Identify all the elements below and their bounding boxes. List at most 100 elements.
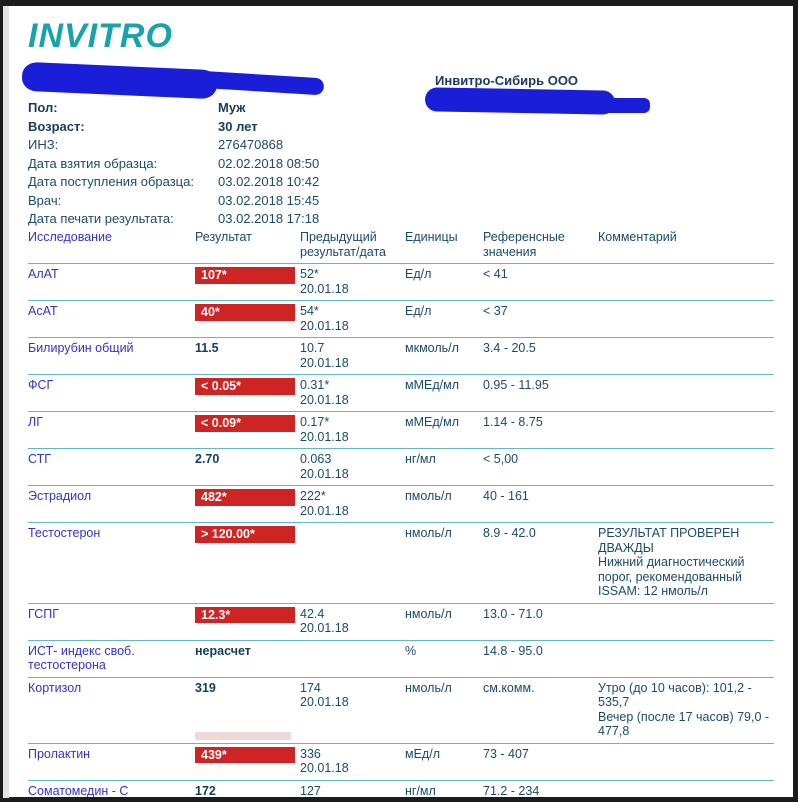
info-value: 276470868 — [218, 137, 284, 152]
reference-range: 13.0 - 71.0 — [483, 606, 543, 621]
info-value: 03.02.2018 10:42 — [218, 174, 320, 189]
table-row: ФСГ < 0.05* 0.31* 20.01.18 мМЕд/мл 0.95 … — [28, 375, 774, 412]
reference-range: 14.8 - 95.0 — [483, 643, 543, 658]
units: нмоль/л — [405, 606, 452, 621]
result-value: 439* — [195, 746, 295, 763]
result-cell: 439* — [195, 746, 300, 776]
report-header: Инвитро-Сибирь ООО Пол: Муж Возраст: 30 … — [21, 60, 793, 229]
result-value: < 0.05* — [195, 378, 295, 395]
results-table-body: АлАТ 107* 52* 20.01.18 Ед/л < 41 АсАТ 40… — [28, 264, 774, 797]
units: пмоль/л — [405, 489, 452, 503]
patient-info-row: Дата печати результата: 03.02.2018 17:18 — [28, 210, 448, 229]
previous-result-date: 20.01.18 — [300, 466, 349, 481]
info-label: Врач: — [28, 192, 62, 208]
table-row: Эстрадиол 482* 222* 20.01.18 пмоль/л 40 … — [28, 486, 774, 523]
scan-artifact — [195, 731, 291, 740]
report-page: INVITRO Инвитро-Сибирь ООО Пол: Муж Возр… — [9, 6, 793, 797]
table-header: Исследование Результат Предыдущий резуль… — [28, 228, 774, 264]
test-name: ФСГ — [28, 378, 54, 392]
test-name: АсАТ — [28, 304, 58, 318]
result-cell: 12.3* — [195, 606, 300, 636]
reference-range: 73 - 407 — [483, 746, 529, 761]
result-cell: 319 — [195, 681, 300, 739]
comment-cell — [598, 267, 774, 296]
info-value: 30 лет — [218, 118, 258, 134]
comment-cell: Утро (до 10 часов): 101,2 - 535,7 Вечер (… — [598, 681, 774, 739]
previous-result-date: 20.01.18 — [300, 281, 349, 296]
result-cell: 40* — [195, 304, 300, 333]
reference-range: 1.14 - 8.75 — [483, 415, 543, 429]
previous-result-date: 20.01.18 — [300, 318, 349, 333]
previous-result-value: 0.17* — [300, 415, 330, 429]
info-value: 03.02.2018 17:18 — [218, 211, 320, 226]
result-value: нерасчет — [195, 643, 251, 658]
previous-result-value: 0.063 — [300, 452, 332, 466]
result-value: 2.70 — [195, 452, 220, 466]
units: нг/мл — [405, 452, 436, 466]
previous-result-value: 10.7 — [300, 341, 325, 355]
comment-cell — [598, 452, 774, 481]
header-cell-result: Результат — [195, 230, 252, 244]
units: нмоль/л — [405, 680, 452, 695]
reference-range: 40 - 161 — [483, 489, 529, 503]
result-value: 107* — [195, 267, 295, 284]
result-cell: 107* — [195, 267, 300, 296]
test-name: Соматомедин - С — [28, 783, 129, 798]
header-cell-previous: Предыдущий результат/дата — [300, 230, 386, 259]
previous-result-cell: 222* 20.01.18 — [300, 489, 405, 518]
result-cell: 11.5 — [195, 341, 300, 370]
result-cell: < 0.09* — [195, 415, 300, 444]
result-value: 172 — [195, 783, 216, 798]
comment-cell — [598, 489, 774, 518]
table-row: ЛГ < 0.09* 0.17* 20.01.18 мМЕд/мл 1.14 -… — [28, 412, 774, 449]
units: нмоль/л — [405, 526, 452, 540]
test-name: СТГ — [28, 452, 52, 466]
units: нг/мл — [405, 783, 436, 798]
result-value: > 120.00* — [195, 526, 295, 543]
header-cell-comment: Комментарий — [598, 230, 677, 244]
patient-info-row: ИНЗ: 276470868 — [28, 136, 448, 155]
patient-info-row: Дата поступления образца: 03.02.2018 10:… — [28, 173, 448, 192]
previous-result-date: 20.01.18 — [300, 355, 349, 370]
previous-result-value: 54* — [300, 304, 319, 318]
viewer-left-gutter — [3, 6, 9, 798]
test-name: АлАТ — [28, 267, 59, 281]
comment-cell — [598, 415, 774, 444]
table-row: Пролактин 439* 336 20.01.18 мЕд/л 73 - 4… — [28, 744, 774, 781]
previous-result-cell: 42.4 20.01.18 — [300, 607, 405, 636]
previous-result-cell: 0.31* 20.01.18 — [300, 378, 405, 407]
comment-line: Нижний диагностический порог, рекомендов… — [598, 555, 745, 598]
comment-cell — [598, 784, 774, 798]
invitro-logo: INVITRO — [28, 17, 173, 55]
comment-cell — [598, 378, 774, 407]
previous-result-date: 20.01.18 — [300, 761, 349, 775]
result-cell: нерасчет — [195, 644, 300, 673]
previous-result-date: 20.01.18 — [300, 621, 349, 635]
reference-range: < 5,00 — [483, 452, 519, 466]
table-row: СТГ 2.70 0.063 20.01.18 нг/мл < 5,00 — [28, 449, 774, 486]
result-cell: 172 — [195, 784, 300, 798]
previous-result-value: 174 — [300, 680, 321, 695]
header-cell-test: Исследование — [28, 230, 112, 244]
test-name: Билирубин общий — [28, 341, 134, 355]
patient-info-row: Пол: Муж — [28, 99, 448, 118]
info-label: Дата печати результата: — [28, 211, 174, 226]
result-cell: < 0.05* — [195, 378, 300, 407]
info-label: Возраст: — [28, 118, 85, 134]
units: мМЕд/мл — [405, 378, 459, 392]
reference-range: < 41 — [483, 267, 508, 281]
test-name: Пролактин — [28, 746, 91, 761]
previous-result-cell: 52* 20.01.18 — [300, 267, 405, 296]
result-cell: > 120.00* — [195, 526, 300, 599]
table-row: ИСТ- индекс своб. тестостерона нерасчет … — [28, 641, 774, 678]
result-value: 11.5 — [195, 341, 219, 355]
test-name: Тестостерон — [28, 526, 101, 540]
reference-range: 71.2 - 234 — [483, 783, 540, 798]
previous-result-cell: 10.7 20.01.18 — [300, 341, 405, 370]
comment-cell: РЕЗУЛЬТАТ ПРОВЕРЕН ДВАЖДЫ Нижний диагност… — [598, 526, 774, 599]
result-value: < 0.09* — [195, 415, 295, 432]
result-value: 12.3* — [195, 606, 295, 623]
result-value: 40* — [195, 304, 295, 321]
previous-result-cell — [300, 526, 405, 599]
comment-cell — [598, 304, 774, 333]
